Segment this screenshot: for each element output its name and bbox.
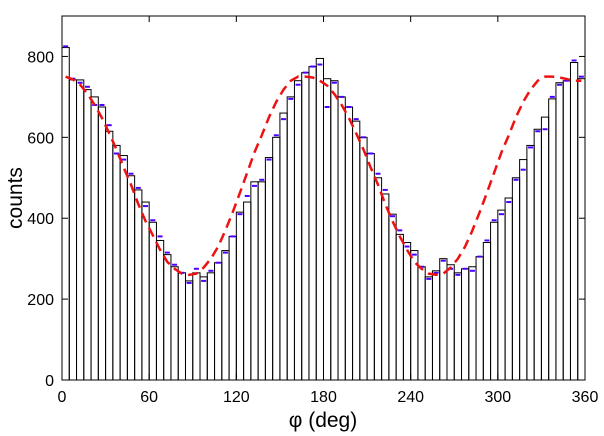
histogram-bar	[214, 262, 223, 381]
histogram-bar	[540, 116, 550, 381]
histogram-bar	[206, 272, 216, 381]
fit-curve	[65, 75, 582, 277]
histogram-bar	[504, 197, 513, 381]
histogram-bar	[76, 79, 85, 381]
histogram-bar	[402, 241, 412, 381]
histogram-bar	[257, 181, 266, 381]
histogram-bar	[526, 144, 535, 381]
histogram-bar	[511, 177, 521, 381]
x-tick-label: 60	[140, 389, 158, 406]
histogram-bar	[439, 258, 448, 381]
histogram-bar	[235, 211, 245, 381]
histogram-bar	[323, 78, 332, 381]
x-tick-label: 240	[397, 389, 424, 406]
histogram-bar	[548, 98, 557, 381]
histogram-bar	[243, 201, 252, 381]
histogram-bar	[417, 266, 426, 381]
histogram-bar	[301, 72, 310, 381]
histogram-bar	[337, 96, 346, 381]
histogram-bar	[315, 57, 325, 381]
histogram-bar	[359, 136, 368, 381]
histogram-bar	[395, 233, 404, 381]
histogram-bar	[250, 181, 259, 381]
x-axis-label: φ (deg)	[289, 409, 357, 432]
histogram-bar	[475, 256, 484, 381]
histogram-bar	[461, 268, 470, 381]
histogram-bar	[446, 264, 455, 381]
histogram-bar	[577, 78, 586, 381]
histogram-bar	[308, 66, 317, 381]
y-axis-ticks: 0 200 400 600 800	[27, 49, 585, 390]
histogram-bar	[68, 79, 78, 381]
histogram-bar	[388, 213, 397, 381]
y-tick-label: 0	[45, 373, 54, 390]
histogram-bar	[453, 272, 463, 381]
histogram-bar	[134, 189, 143, 381]
histogram-bar	[184, 280, 194, 381]
histogram-bar	[177, 272, 186, 381]
histogram-bar	[286, 96, 295, 381]
histogram-bar	[344, 106, 354, 381]
histogram-bar	[163, 254, 172, 381]
histogram-bar	[119, 155, 128, 381]
histogram-bar	[562, 80, 571, 381]
histogram-bar	[482, 241, 492, 381]
y-tick-label: 600	[27, 130, 54, 147]
histogram-bar	[352, 120, 361, 381]
histogram-bar	[330, 80, 339, 381]
histogram-bar	[170, 266, 179, 381]
y-tick-label: 400	[27, 211, 54, 228]
histogram-bar	[293, 80, 303, 381]
histogram-bar	[519, 159, 528, 381]
histogram-bar	[272, 136, 281, 381]
histogram-bar	[468, 266, 477, 381]
histogram-bar	[264, 157, 274, 381]
histogram-bar	[373, 177, 383, 381]
y-tick-label: 200	[27, 292, 54, 309]
histogram-bars	[61, 47, 586, 381]
histogram-bar	[105, 130, 114, 381]
histogram-bar	[533, 128, 542, 381]
histogram-bar	[431, 270, 441, 381]
x-axis-ticks: 0 60 120 180 240 300 360	[58, 16, 599, 406]
histogram-bar	[490, 221, 499, 381]
x-tick-label: 120	[223, 389, 250, 406]
data-points	[63, 45, 584, 284]
x-tick-label: 360	[572, 389, 599, 406]
histogram-bar	[279, 112, 288, 381]
x-tick-label: 300	[484, 389, 511, 406]
histogram-bar	[381, 193, 390, 381]
histogram-bar	[199, 276, 208, 381]
x-tick-label: 0	[58, 389, 67, 406]
y-tick-label: 800	[27, 49, 54, 66]
histogram-bar	[83, 89, 92, 381]
histogram-bar	[569, 62, 579, 381]
histogram-bar	[148, 221, 157, 381]
histogram-bar	[366, 153, 375, 381]
histogram-bar	[410, 250, 419, 381]
histogram-bar	[97, 106, 107, 381]
x-tick-label: 180	[310, 389, 337, 406]
histogram-bar	[126, 175, 136, 381]
histogram-bar	[192, 272, 201, 381]
y-axis-label: counts	[4, 167, 27, 229]
histogram-bar	[61, 47, 70, 381]
histogram-bar	[228, 235, 237, 381]
histogram-bar	[221, 250, 230, 381]
histogram-bar	[90, 96, 99, 381]
histogram-bar	[555, 82, 564, 381]
histogram-bar	[424, 276, 433, 381]
histogram-bar	[112, 144, 121, 381]
histogram-bar	[155, 239, 165, 381]
histogram-bar	[497, 209, 506, 381]
